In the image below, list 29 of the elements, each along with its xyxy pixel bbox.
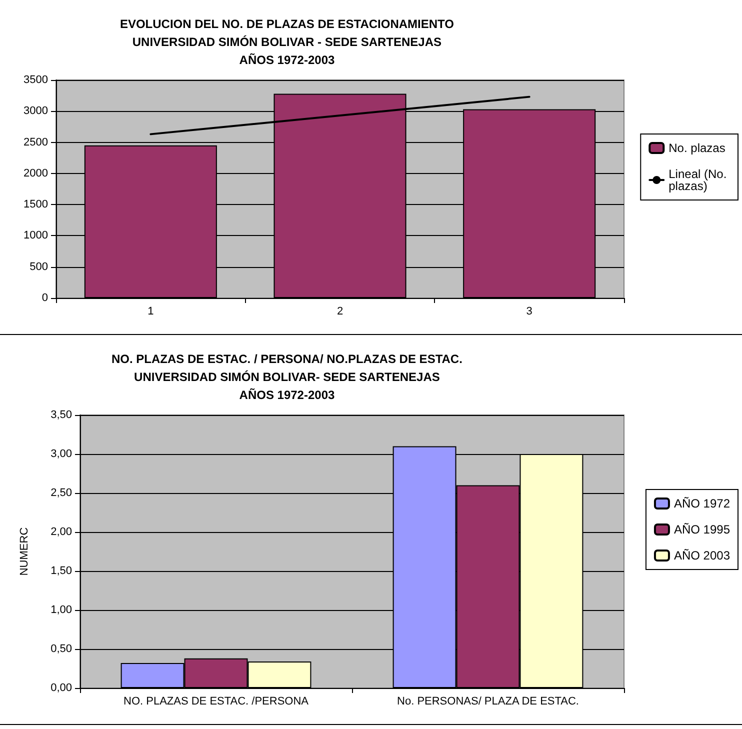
y-tick-label: 1,00 — [50, 604, 72, 616]
y-tick-label: 2000 — [24, 167, 48, 180]
legend-label: No. plazas — [668, 141, 726, 155]
legend-label: AÑO 1995 — [674, 522, 730, 536]
y-tick-label: 1500 — [24, 198, 48, 211]
x-tick-label: 1 — [148, 306, 154, 318]
y-tick-label: 1000 — [24, 230, 48, 242]
x-tick-label: No. PERSONAS/ PLAZA DE ESTAC. — [397, 696, 579, 708]
y-tick-label: 0 — [42, 292, 48, 304]
chart-title: EVOLUCION DEL NO. DE PLAZAS DE ESTACIONAMIENTO UNIVERSIDAD SIMÓN BOLIVAR - SEDE SARTENEJAS AÑOS 1972-2003 — [120, 17, 454, 67]
y-tick-label: 1,50 — [50, 565, 72, 577]
y-tick-label: 3,50 — [50, 409, 72, 421]
x-tick-label: 2 — [336, 306, 344, 318]
y-tick-label: 0,50 — [50, 643, 72, 655]
y-tick-label: 500 — [30, 260, 48, 273]
y-tick-label: 3,00 — [50, 448, 72, 460]
y-tick-label: 2500 — [24, 136, 48, 148]
x-tick-label: 3 — [526, 306, 532, 318]
legend-label: AÑO 2003 — [674, 548, 730, 562]
chart-title: NO. PLAZAS DE ESTAC. / PERSONA/ NO.PLAZAS DE ESTAC. UNIVERSIDAD SIMÓN BOLIVAR- SEDE SARTENEJAS AÑOS 1972-2003 — [112, 352, 462, 402]
y-tick-label: 0,00 — [50, 682, 72, 694]
legend-label: Lineal (No. plazas) — [668, 167, 730, 193]
y-tick-label: 2,00 — [50, 526, 72, 538]
y-axis-title: NUMERC — [18, 527, 30, 576]
y-tick-label: 2,50 — [50, 487, 72, 499]
legend-label: AÑO 1972 — [674, 496, 730, 510]
y-tick-label: 3500 — [24, 74, 48, 86]
x-tick-label: NO. PLAZAS DE ESTAC. /PERSONA — [123, 696, 310, 708]
y-tick-label: 3000 — [24, 105, 48, 118]
